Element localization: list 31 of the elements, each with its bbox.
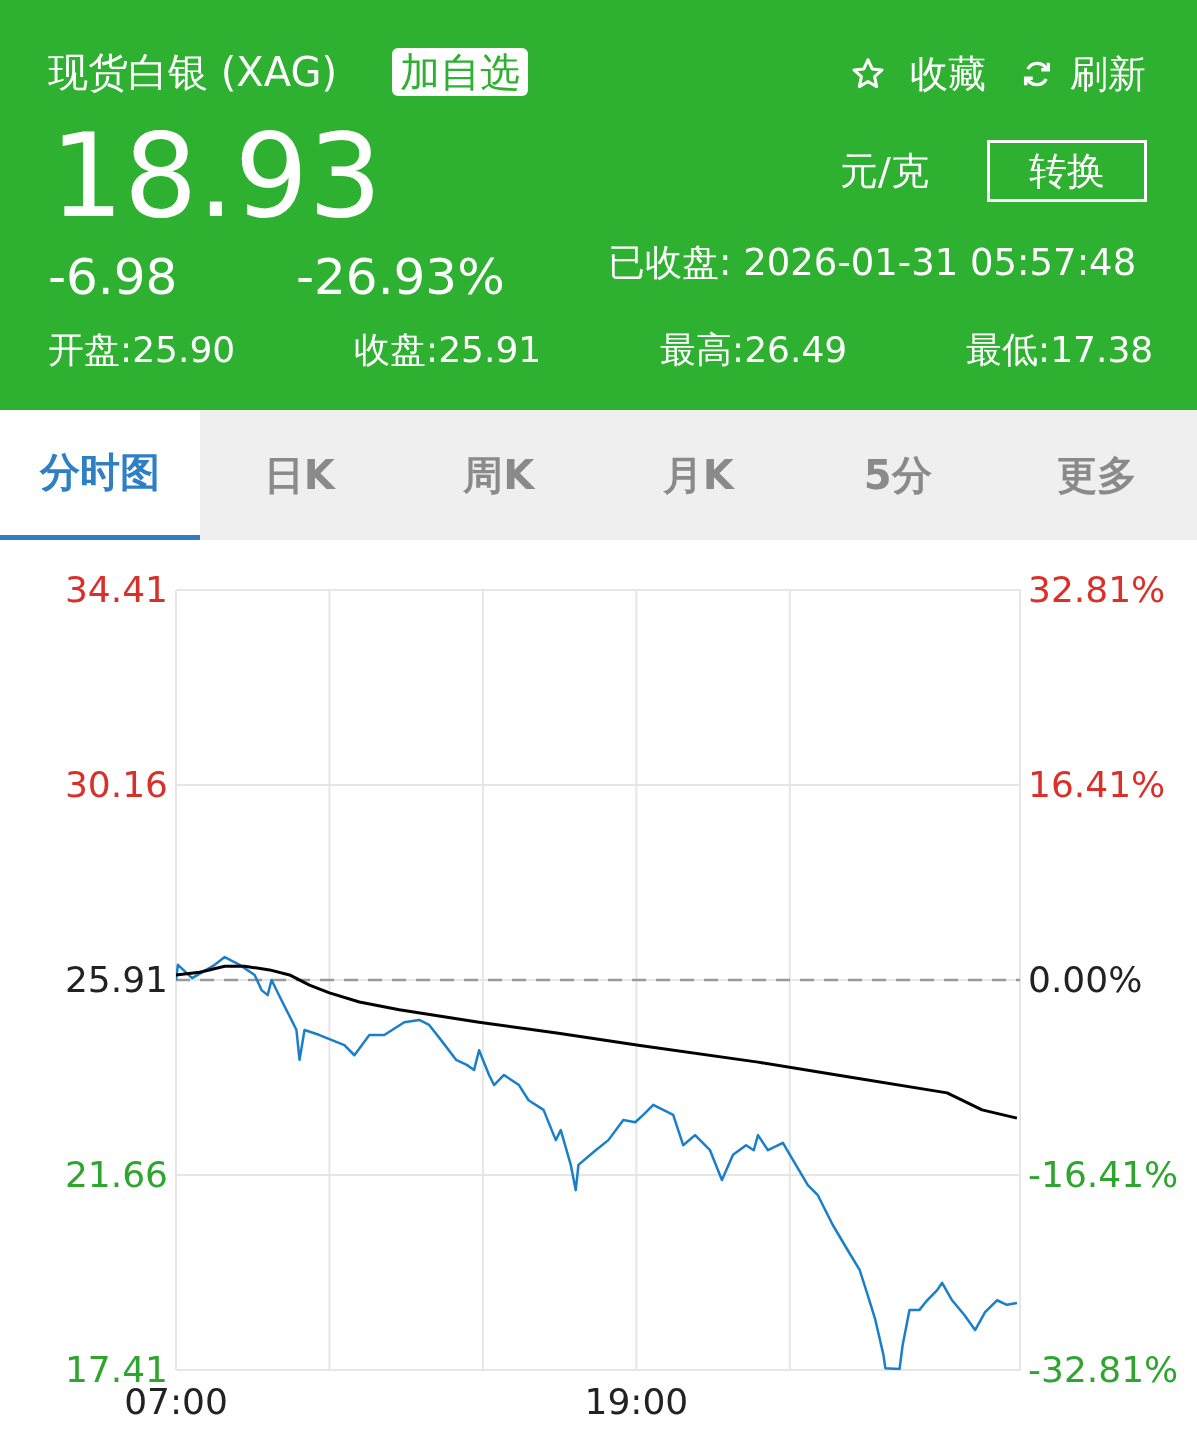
text: 元/克: [840, 149, 929, 193]
text: 刷新: [1070, 52, 1146, 96]
text: 周K: [399, 410, 599, 540]
y-tick-label: 25.91: [64, 959, 168, 1000]
y2-tick-label: 0.00%: [1028, 959, 1143, 1000]
y2-tick-label: -32.81%: [1028, 1349, 1179, 1390]
text: 开盘:25.90: [48, 329, 236, 370]
text: 转换: [987, 140, 1147, 202]
x-tick-label: 19:00: [584, 1380, 689, 1422]
text: 月K: [598, 410, 798, 540]
text: 日K: [199, 410, 399, 540]
text: -26.93%: [296, 248, 505, 306]
line-series: [176, 964, 1019, 1120]
text: 更多: [997, 410, 1197, 540]
text: 已收盘: 2026-01-31 05:57:48: [608, 241, 1137, 284]
text: 最低:17.38: [966, 329, 1154, 370]
y2-tick-label: 32.81%: [1028, 569, 1166, 610]
y2-tick-label: -16.41%: [1028, 1154, 1179, 1196]
y-tick-label: 30.16: [64, 764, 168, 805]
text: -6.98: [48, 248, 178, 306]
y-tick-label: 21.66: [64, 1154, 168, 1195]
text: 5分: [798, 410, 998, 540]
y-tick-label: 34.41: [64, 569, 168, 610]
chart-title: 现货白银 (XAG): [48, 49, 337, 95]
text: 加自选: [392, 48, 528, 96]
text: 收藏: [910, 52, 986, 96]
text: 分时图: [0, 410, 200, 540]
text: 最高:26.49: [660, 329, 848, 370]
text: 18.93: [50, 108, 383, 243]
y2-tick-label: 16.41%: [1028, 763, 1166, 805]
text: 收盘:25.91: [354, 329, 542, 370]
